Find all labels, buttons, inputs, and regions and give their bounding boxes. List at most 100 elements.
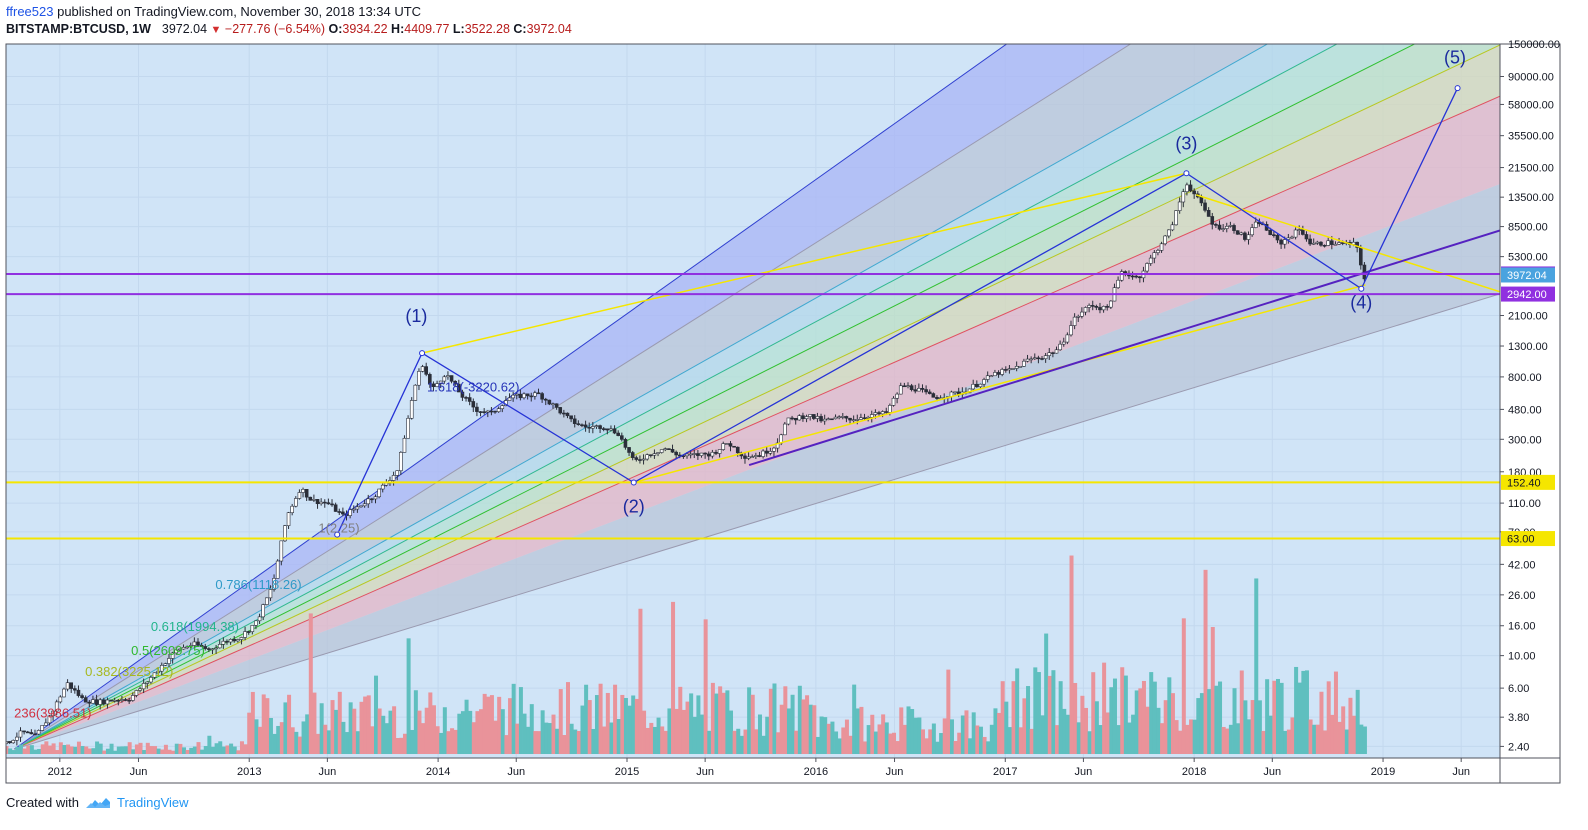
volume-bar — [203, 746, 208, 754]
candle-body — [65, 682, 70, 690]
candle-body — [808, 414, 812, 417]
volume-bar — [671, 601, 676, 754]
volume-bar — [185, 750, 190, 754]
symbol-name[interactable]: BITSTAMP:BTCUSD, 1W — [6, 22, 151, 36]
candle-body — [703, 452, 707, 455]
candle-body — [630, 452, 635, 458]
fib-ray-base — [14, 293, 1500, 750]
candle-body — [790, 417, 794, 420]
volume-bar — [776, 732, 781, 754]
volume-bar — [308, 613, 313, 754]
tradingview-brand[interactable]: TradingView — [85, 794, 189, 812]
volume-bar — [131, 749, 136, 754]
volume-bar — [1319, 691, 1324, 754]
candle-body — [47, 715, 52, 724]
candle-body — [953, 391, 957, 394]
volume-bar — [345, 732, 350, 754]
volume-bar — [1196, 698, 1201, 754]
candle-body — [750, 456, 755, 458]
fib-label-4: 0.5(2609.75) — [131, 643, 205, 658]
fib-ray-6 — [13, 44, 1008, 750]
volume-bar — [1330, 714, 1335, 754]
price-chart[interactable]: 1.618(-3220.62) 1(2.25) 0.786(1118.26) 0.61… — [0, 40, 1588, 788]
candle-body — [105, 699, 110, 705]
volume-bar — [486, 696, 491, 754]
candle-body — [402, 437, 407, 453]
volume-bar — [84, 746, 89, 754]
candle-body — [1333, 243, 1338, 246]
volume-bar — [261, 694, 266, 754]
volume-bar — [1044, 633, 1049, 754]
volume-bar — [80, 746, 85, 754]
candle-body — [485, 410, 490, 413]
last-price: 3972.04 — [161, 22, 208, 36]
candle-body — [1228, 225, 1233, 227]
volume-bar — [294, 731, 299, 754]
volume-bar — [272, 733, 277, 754]
candle-body — [830, 418, 834, 421]
candle-body — [866, 417, 870, 419]
candle-body — [1286, 237, 1291, 240]
volume-bar — [1344, 729, 1349, 754]
y-tick-label-11: 480.00 — [1508, 404, 1542, 416]
candle-body — [859, 417, 863, 420]
volume-bar — [743, 729, 748, 754]
symbol-line: BITSTAMP:BTCUSD, 1W 3972.04 ▼ −277.76 (−… — [6, 20, 1586, 39]
trend-line-2 — [1196, 194, 1500, 293]
candle-body — [576, 423, 581, 426]
volume-bar — [1120, 667, 1125, 754]
fib-label-3: 0.618(1994.38) — [151, 619, 239, 634]
volume-bar — [696, 695, 701, 754]
candle-body — [1152, 252, 1157, 259]
candle-body — [1203, 202, 1207, 211]
candle-body — [319, 501, 323, 505]
candle-body — [1268, 230, 1273, 235]
candle-body — [507, 397, 512, 401]
volume-bar — [381, 715, 386, 754]
candle-body — [884, 411, 889, 413]
author-link[interactable]: ffree523 — [6, 4, 54, 19]
volume-bar — [301, 721, 306, 754]
candle-body — [221, 640, 226, 645]
volume-bar — [153, 746, 158, 754]
volume-bar — [1007, 727, 1012, 754]
volume-bar — [348, 702, 353, 754]
candle-body — [645, 454, 649, 460]
candle-body — [1199, 196, 1204, 204]
candle-body — [1250, 227, 1254, 236]
candle-body — [428, 374, 432, 385]
volume-bar — [363, 696, 368, 754]
candle-body — [1239, 232, 1244, 235]
volume-bar — [946, 669, 951, 754]
volume-bar — [442, 707, 447, 754]
volume-bar — [931, 723, 936, 754]
candle-body — [768, 451, 773, 454]
x-tick-label-3: Jun — [318, 766, 336, 778]
volume-bar — [457, 713, 462, 754]
volume-bar — [1203, 569, 1208, 754]
candle-body — [754, 455, 758, 457]
candle-body — [1090, 305, 1095, 307]
volume-bar — [975, 725, 980, 754]
candle-body — [1080, 311, 1084, 317]
candle-body — [366, 498, 371, 505]
volume-bar — [1272, 680, 1277, 754]
volume-bar — [102, 750, 107, 754]
candle-body — [851, 419, 856, 422]
candle-body — [1355, 241, 1359, 248]
candle-body — [170, 652, 175, 659]
y-tick-label-20: 6.00 — [1508, 683, 1529, 695]
candle-body — [362, 503, 367, 507]
candle-body — [1340, 242, 1345, 244]
candle-body — [1279, 239, 1283, 245]
candle-body — [493, 410, 497, 413]
candle-body — [862, 417, 867, 420]
volume-bar — [660, 726, 665, 754]
volume-bar — [138, 742, 143, 754]
volume-bar — [910, 709, 915, 754]
candle-body — [116, 700, 121, 702]
candle-body — [250, 625, 255, 632]
candle-body — [906, 385, 910, 387]
candle-body — [543, 398, 548, 401]
volume-bar — [634, 698, 639, 754]
